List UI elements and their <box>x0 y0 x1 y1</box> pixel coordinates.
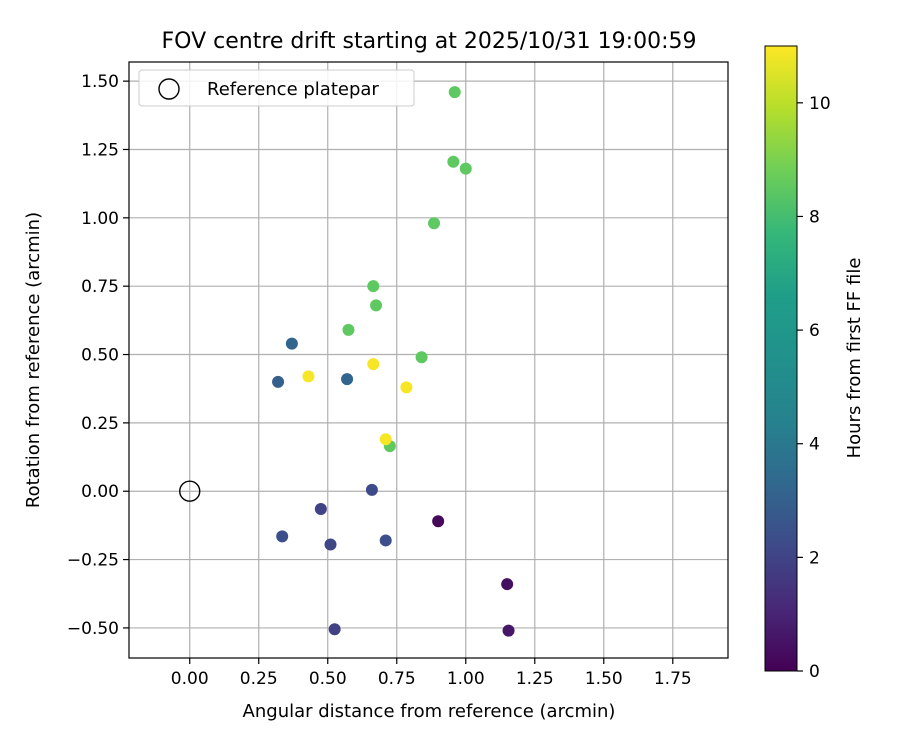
colorbar-tick-label: 8 <box>809 207 820 227</box>
y-tick-label: 1.25 <box>81 140 119 160</box>
legend: Reference platepar <box>138 69 415 107</box>
colorbar-gradient <box>764 45 798 672</box>
data-point <box>367 358 380 371</box>
data-point <box>285 337 298 350</box>
y-tick-label: 0.50 <box>81 346 119 366</box>
y-axis-label: Rotation from reference (arcmin) <box>23 212 44 508</box>
y-tick-label: −0.50 <box>67 619 119 639</box>
data-points <box>179 86 515 637</box>
y-tick-label: 0.75 <box>81 277 119 297</box>
data-point <box>432 515 445 528</box>
data-point <box>428 217 441 230</box>
colorbar-tick-label: 0 <box>809 662 820 682</box>
colorbar-label: Hours from first FF file <box>844 258 865 459</box>
legend-entry-reference-platepar: Reference platepar <box>207 79 379 100</box>
data-point <box>367 280 380 293</box>
data-point <box>415 351 428 364</box>
y-tick-label: 1.00 <box>81 209 119 229</box>
x-tick-label: 1.75 <box>654 669 692 689</box>
y-tick-label: 0.25 <box>81 414 119 434</box>
x-tick-label: 1.50 <box>585 669 623 689</box>
colorbar: 0 2 4 6 8 10 Hours from first FF file <box>764 45 865 682</box>
grid <box>129 62 728 658</box>
data-point <box>328 623 341 636</box>
x-tick-label: 0.50 <box>309 669 347 689</box>
data-point <box>501 578 514 591</box>
y-tick-label: 1.50 <box>81 72 119 92</box>
data-point <box>447 155 460 168</box>
data-point <box>502 624 515 637</box>
reference-platepar-marker <box>179 480 201 502</box>
data-point <box>324 538 337 551</box>
legend-frame <box>138 69 415 107</box>
colorbar-tick-label: 4 <box>809 435 820 455</box>
data-point <box>365 483 378 496</box>
colorbar-tick-label: 6 <box>809 321 820 341</box>
data-point <box>342 323 355 336</box>
data-point <box>459 162 472 175</box>
x-tick-label: 0.75 <box>378 669 416 689</box>
x-tick-label: 1.25 <box>516 669 554 689</box>
data-point <box>341 373 354 386</box>
y-tick-label: −0.25 <box>67 551 119 571</box>
colorbar-tick-label: 2 <box>809 548 820 568</box>
colorbar-ticks: 0 2 4 6 8 10 <box>797 94 831 682</box>
y-tick-label: 0.00 <box>81 482 119 502</box>
data-point <box>370 299 383 312</box>
data-point <box>400 381 413 394</box>
data-point <box>302 370 315 383</box>
x-axis-ticks: 0.00 0.25 0.50 0.75 1.00 1.25 1.50 1.75 <box>171 658 692 689</box>
x-tick-label: 0.25 <box>240 669 278 689</box>
colorbar-tick-label: 10 <box>809 94 831 114</box>
x-axis-label: Angular distance from reference (arcmin) <box>243 701 616 722</box>
data-point <box>379 534 392 547</box>
plot-area-frame <box>128 61 729 659</box>
data-point <box>276 530 289 543</box>
chart-title: FOV centre drift starting at 2025/10/31 … <box>162 29 697 54</box>
data-point <box>448 86 461 99</box>
data-point <box>272 375 285 388</box>
data-point <box>314 503 327 515</box>
x-tick-label: 0.00 <box>171 669 209 689</box>
x-tick-label: 1.00 <box>447 669 485 689</box>
y-axis-ticks: −0.50 −0.25 0.00 0.25 0.50 0.75 1.00 1.25 1.50 <box>67 72 129 639</box>
data-point <box>379 433 392 446</box>
legend-reference-marker <box>158 78 180 100</box>
